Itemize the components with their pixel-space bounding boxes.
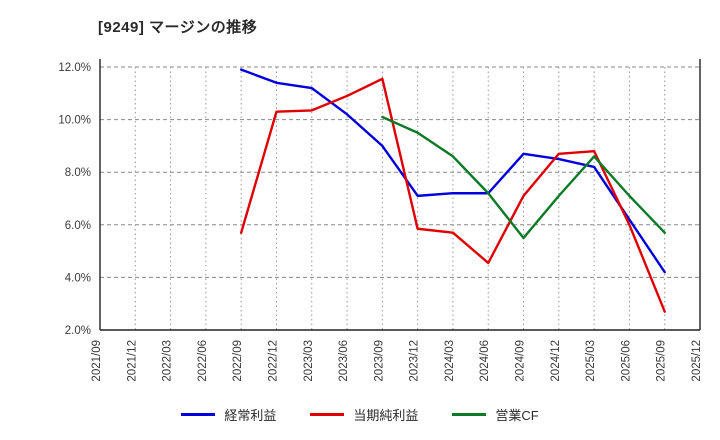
y-axis-tick-label: 6.0% — [65, 220, 91, 232]
series-line-当期純利益 — [239, 77, 666, 313]
legend-item[interactable]: 営業CF — [452, 405, 539, 424]
x-axis-tick-label: 2024/12 — [550, 340, 562, 382]
legend-color-swatch — [452, 413, 487, 416]
x-axis-tick-label: 2021/09 — [91, 340, 103, 382]
legend-item[interactable]: 経常利益 — [181, 405, 276, 424]
y-axis-tick-label: 12.0% — [58, 62, 91, 74]
x-axis-tick-label: 2024/06 — [479, 340, 491, 382]
legend-label: 営業CF — [495, 408, 539, 423]
x-axis-tick-label: 2022/06 — [197, 340, 209, 382]
x-axis-tick-label: 2025/12 — [691, 340, 703, 382]
legend-color-swatch — [181, 413, 216, 416]
x-axis-tick-label: 2022/09 — [232, 340, 244, 382]
x-axis-tick-label: 2021/12 — [126, 340, 138, 382]
y-axis-tick-label: 2.0% — [65, 325, 91, 337]
y-axis-tick-label: 10.0% — [58, 115, 91, 127]
x-axis-tick-label: 2024/09 — [515, 340, 527, 382]
x-axis-tick-label: 2023/12 — [409, 340, 421, 382]
legend-label: 経常利益 — [224, 408, 277, 423]
x-axis-tick-label: 2023/03 — [303, 340, 315, 382]
y-axis-tick-label: 8.0% — [65, 167, 91, 179]
x-axis-tick-label: 2022/03 — [162, 340, 174, 382]
x-axis-tick-label: 2025/03 — [585, 340, 597, 382]
x-axis-tick-label: 2023/06 — [338, 340, 350, 382]
x-axis-tick-label: 2022/12 — [267, 340, 279, 382]
legend-label: 当期純利益 — [353, 408, 419, 423]
series-line-営業CF — [381, 115, 666, 240]
legend-item[interactable]: 当期純利益 — [310, 405, 418, 424]
page-title: [9249] マージンの推移 — [98, 19, 258, 36]
y-axis-tick-label: 4.0% — [65, 272, 91, 284]
x-axis-tick-label: 2025/09 — [656, 340, 668, 382]
x-axis-tick-label: 2023/09 — [373, 340, 385, 382]
chart-legend: 経常利益 当期純利益 営業CF — [0, 405, 720, 424]
x-axis-tick-label: 2024/03 — [444, 340, 456, 382]
legend-color-swatch — [310, 413, 345, 416]
x-axis-tick-label: 2025/06 — [620, 340, 632, 382]
series-line-経常利益 — [239, 68, 666, 274]
